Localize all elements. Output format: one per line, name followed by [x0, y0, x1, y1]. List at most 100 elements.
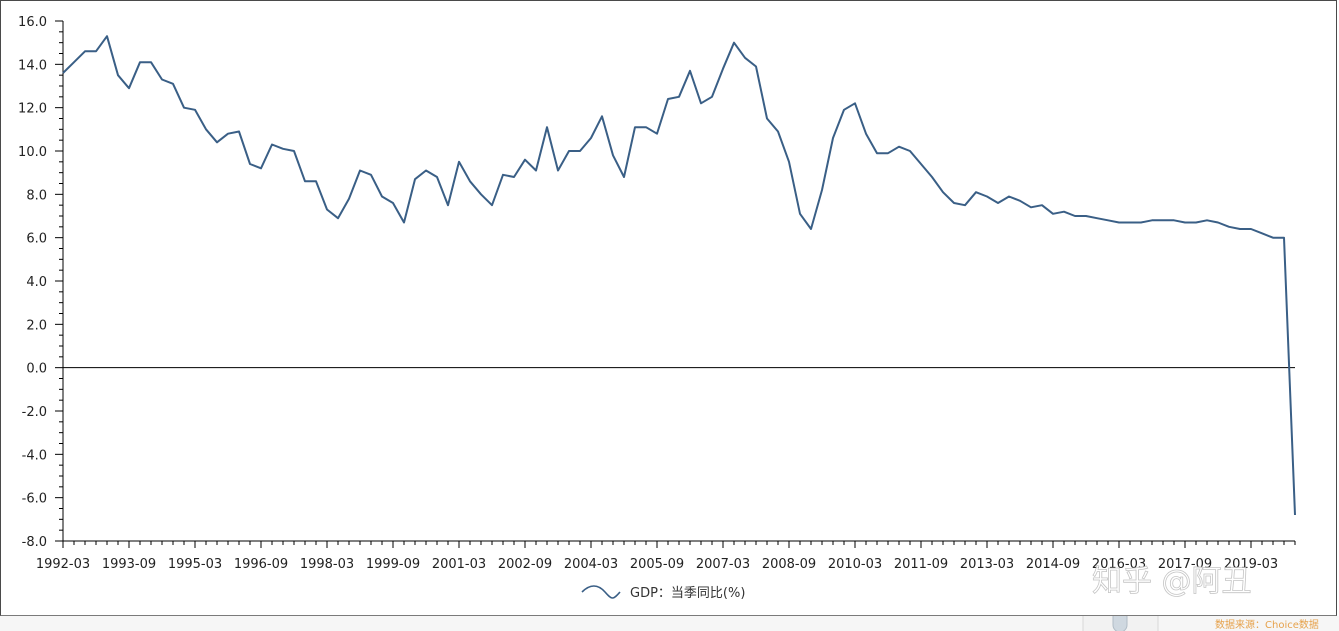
data-point [897, 145, 901, 149]
data-point [622, 175, 626, 179]
line-chart: 16.0 14.0 12.0 10.0 8.0 6.0 4.0 2.0 0.0 -2.0 -4.0 -… [18, 15, 1296, 601]
data-point [1095, 216, 1099, 220]
data-point [798, 212, 802, 216]
data-point [886, 151, 890, 155]
data-point [578, 149, 582, 153]
data-point [666, 97, 670, 101]
data-point [699, 101, 703, 105]
data-point [457, 160, 461, 164]
data-point [358, 169, 362, 173]
data-point [1271, 236, 1275, 240]
y-tick-label: -6.0 [22, 492, 47, 507]
data-point [94, 49, 98, 53]
bottom-strip: 数据来源：Choice数据 [0, 616, 1339, 631]
data-point [1062, 210, 1066, 214]
data-point [655, 132, 659, 136]
data-point [1172, 218, 1176, 222]
x-tick-label: 2013-03 [960, 557, 1014, 572]
data-point [1018, 199, 1022, 203]
source-note: 数据来源：Choice数据 [1215, 618, 1319, 631]
data-point [754, 65, 758, 69]
data-point [501, 173, 505, 177]
data-point [864, 132, 868, 136]
data-point [336, 216, 340, 220]
data-point [413, 177, 417, 181]
x-tick-label: 2001-03 [432, 557, 486, 572]
data-point [1238, 227, 1242, 231]
data-point [380, 195, 384, 199]
data-point [1150, 218, 1154, 222]
data-point [1084, 214, 1088, 218]
data-point [490, 203, 494, 207]
y-tick-label: 10.0 [18, 145, 47, 160]
data-point [435, 175, 439, 179]
data-point [1260, 231, 1264, 235]
x-tick-label: 1996-09 [234, 557, 288, 572]
data-point [1216, 221, 1220, 225]
data-point [842, 108, 846, 112]
data-point [1040, 203, 1044, 207]
data-point [303, 179, 307, 183]
microphone-icon[interactable] [1082, 616, 1159, 631]
data-point [369, 173, 373, 177]
y-tick-label: 2.0 [26, 318, 47, 333]
data-point [930, 175, 934, 179]
data-point [1161, 218, 1165, 222]
x-tick-label: 2004-03 [564, 557, 618, 572]
data-point [446, 203, 450, 207]
legend-label: GDP：当季同比(%) [630, 586, 745, 601]
gdp-series-line [62, 35, 1296, 516]
data-point [1194, 221, 1198, 225]
legend[interactable]: GDP：当季同比(%) [581, 585, 745, 601]
data-point [512, 175, 516, 179]
x-tick-label: 1992-03 [36, 557, 90, 572]
data-point [171, 82, 175, 86]
x-tick-label: 1995-03 [168, 557, 222, 572]
data-point [72, 60, 76, 64]
data-point [600, 114, 604, 118]
data-point [226, 132, 230, 136]
data-point [677, 95, 681, 99]
data-point [974, 190, 978, 194]
data-point [138, 60, 142, 64]
data-point [1249, 227, 1253, 231]
x-tick-label: 2008-09 [762, 557, 816, 572]
y-tick-label: 12.0 [18, 102, 47, 117]
x-tick-label: 2005-09 [630, 557, 684, 572]
data-point [347, 197, 351, 201]
data-point [963, 203, 967, 207]
data-point [479, 192, 483, 196]
y-tick-label: 8.0 [26, 188, 47, 203]
data-point [127, 86, 131, 90]
data-point [468, 179, 472, 183]
data-point [1051, 212, 1055, 216]
x-tick-label: 2014-09 [1026, 557, 1080, 572]
legend-line-swatch [581, 585, 621, 599]
x-tick-label: 2010-03 [828, 557, 882, 572]
data-point [1106, 218, 1110, 222]
y-axis: 16.0 14.0 12.0 10.0 8.0 6.0 4.0 2.0 0.0 -2.0 -4.0 -… [18, 15, 64, 550]
data-point [314, 179, 318, 183]
data-point [688, 69, 692, 73]
x-tick-label: 2019-03 [1224, 557, 1278, 572]
y-tick-label: 14.0 [18, 58, 47, 73]
data-point [985, 195, 989, 199]
data-point [743, 56, 747, 60]
data-point [919, 162, 923, 166]
data-point [776, 130, 780, 134]
data-point [424, 169, 428, 173]
data-point [809, 227, 813, 231]
y-tick-label: 4.0 [26, 275, 47, 290]
data-point [644, 125, 648, 129]
chart-frame: 16.0 14.0 12.0 10.0 8.0 6.0 4.0 2.0 0.0 -2.0 -4.0 -… [0, 0, 1337, 616]
y-tick-label: -4.0 [22, 448, 47, 463]
x-tick-label: 2017-09 [1158, 557, 1212, 572]
data-point [204, 127, 208, 131]
data-point [952, 201, 956, 205]
data-point [149, 60, 153, 64]
series-layer [62, 35, 1296, 516]
y-tick-label: 16.0 [18, 15, 47, 30]
data-point [83, 49, 87, 53]
data-point [721, 67, 725, 71]
data-point [1282, 236, 1286, 240]
